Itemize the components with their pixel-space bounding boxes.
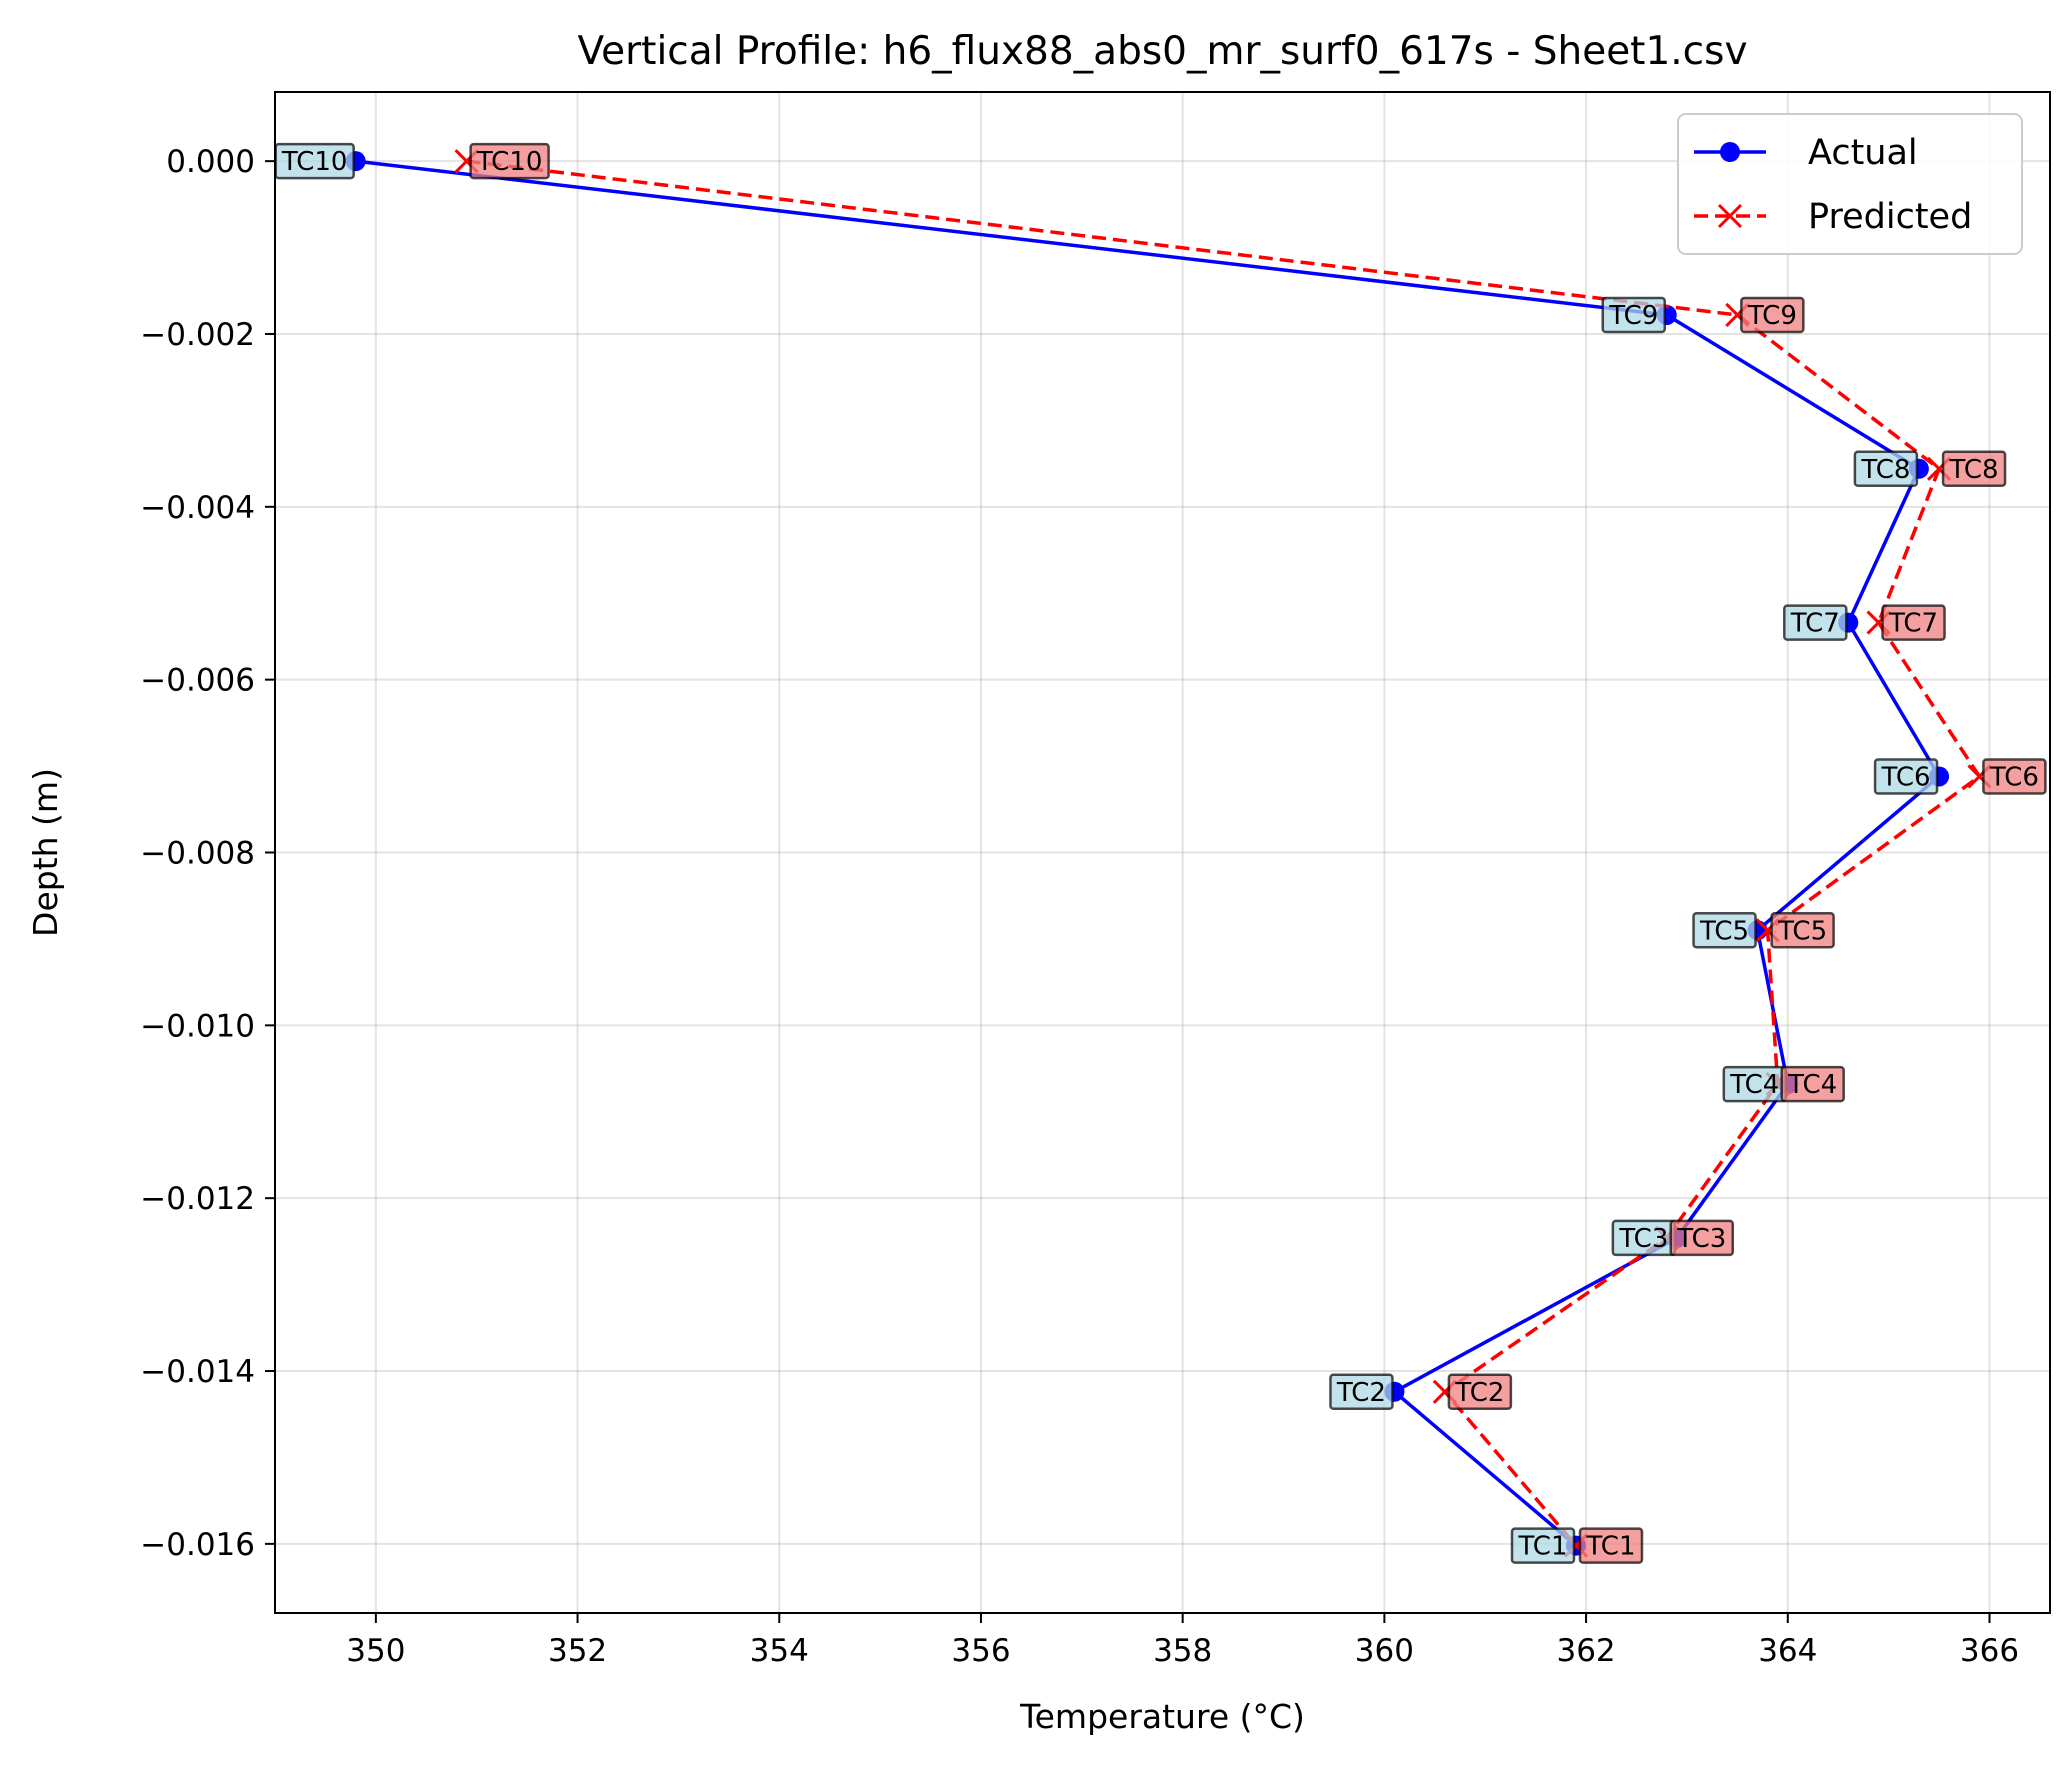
predicted-point-label: TC1: [1578, 1527, 1644, 1564]
legend-label-actual: Actual: [1808, 133, 1918, 173]
chart-title: Vertical Profile: h6_flux88_abs0_mr_surf…: [577, 29, 1747, 74]
actual-point-label: TC7: [1783, 604, 1848, 641]
legend-box: [1677, 113, 2023, 255]
axis-ticks: 350 352 354 356 358 360 362 364 366 0.000 −0.002 −0…: [140, 144, 2019, 1669]
label-text: TC6: [1989, 762, 2039, 792]
actual-point-label: TC2: [1329, 1373, 1394, 1411]
label-box: [1770, 912, 1835, 949]
label-box: [1669, 1219, 1735, 1257]
label-text: TC5: [1777, 916, 1827, 946]
y-tick-label: −0.006: [140, 663, 255, 699]
predicted-point-label: TC10: [469, 142, 550, 180]
label-text: TC9: [1608, 301, 1658, 331]
label-text: TC2: [1454, 1378, 1504, 1408]
label-box: [1873, 758, 1939, 795]
legend: Actual Predicted: [1677, 113, 2023, 255]
predicted-point-label: TC6: [1982, 758, 2047, 795]
legend-label-predicted: Predicted: [1808, 197, 1972, 237]
grid-lines: [275, 92, 2050, 1613]
y-tick-label: −0.008: [140, 836, 255, 872]
y-tick-label: −0.016: [140, 1527, 255, 1563]
x-tick-label: 358: [1153, 1633, 1212, 1669]
label-box: [1578, 1527, 1644, 1564]
actual-point-label: TC5: [1692, 912, 1757, 949]
label-box: [1941, 450, 2007, 488]
predicted-point-label: TC5: [1770, 912, 1835, 949]
x-tick-label: 362: [1556, 1633, 1615, 1669]
label-box: [1692, 912, 1757, 949]
y-tick-label: −0.010: [140, 1008, 255, 1044]
actual-point-label: TC9: [1601, 296, 1667, 334]
predicted-point-label: TC2: [1447, 1373, 1513, 1411]
label-text: TC5: [1699, 916, 1749, 946]
y-tick-label: −0.014: [140, 1354, 255, 1390]
label-box: [1740, 296, 1805, 334]
label-text: TC4: [1729, 1070, 1779, 1100]
actual-point-label: TC10: [274, 142, 355, 180]
label-text: TC6: [1881, 762, 1931, 792]
label-box: [1780, 1065, 1845, 1103]
x-axis-label: Temperature (°C): [1019, 1697, 1305, 1736]
label-text: TC1: [1585, 1532, 1635, 1562]
label-box: [1447, 1373, 1513, 1411]
label-box: [1601, 296, 1667, 334]
y-axis-label: Depth (m): [26, 768, 65, 937]
legend-marker-x: [1717, 203, 1743, 229]
label-text: TC10: [281, 147, 348, 177]
label-text: TC4: [1787, 1070, 1837, 1100]
label-text: TC10: [476, 147, 543, 177]
label-box: [1853, 450, 1919, 488]
actual-point-label: TC8: [1853, 450, 1919, 488]
x-tick-label: 354: [750, 1633, 809, 1669]
actual-point-label: TC1: [1510, 1527, 1576, 1564]
label-text: TC3: [1676, 1224, 1726, 1254]
x-tick-label: 356: [951, 1633, 1010, 1669]
actual-point-label: TC3: [1611, 1219, 1677, 1257]
label-box: [1881, 604, 1946, 641]
label-text: TC8: [1860, 455, 1910, 485]
label-box: [1510, 1527, 1576, 1564]
legend-marker-circle: [1720, 142, 1740, 162]
label-box: [1982, 758, 2047, 795]
label-text: TC7: [1790, 609, 1840, 639]
predicted-point-label: TC7: [1881, 604, 1946, 641]
series-line-actual: [355, 159, 1941, 1547]
point-labels: TC10 TC9 TC8 TC7 TC6 TC5 TC4 TC3 TC2 TC1 TC10 TC9 TC…: [274, 142, 2047, 1564]
y-tick-label: 0.000: [166, 144, 255, 180]
label-text: TC9: [1747, 301, 1797, 331]
label-box: [469, 142, 550, 180]
label-text: TC1: [1517, 1532, 1567, 1562]
actual-point-label: TC6: [1873, 758, 1939, 795]
label-text: TC2: [1336, 1378, 1386, 1408]
predicted-point-label: TC9: [1740, 296, 1805, 334]
label-box: [1783, 604, 1848, 641]
y-tick-label: −0.004: [140, 490, 255, 526]
y-tick-label: −0.012: [140, 1181, 255, 1217]
actual-point-label: TC4: [1722, 1065, 1788, 1103]
predicted-point-label: TC3: [1669, 1219, 1735, 1257]
predicted-point-label: TC4: [1780, 1065, 1845, 1103]
x-tick-label: 350: [346, 1633, 405, 1669]
x-tick-label: 366: [1960, 1633, 2019, 1669]
label-text: TC8: [1949, 455, 1999, 485]
x-tick-label: 364: [1758, 1633, 1817, 1669]
label-text: TC3: [1618, 1224, 1668, 1254]
x-tick-label: 360: [1355, 1633, 1414, 1669]
x-tick-label: 352: [548, 1633, 607, 1669]
predicted-point-label: TC8: [1941, 450, 2007, 488]
label-box: [1329, 1373, 1394, 1411]
y-tick-label: −0.002: [140, 317, 255, 353]
label-text: TC7: [1888, 609, 1938, 639]
